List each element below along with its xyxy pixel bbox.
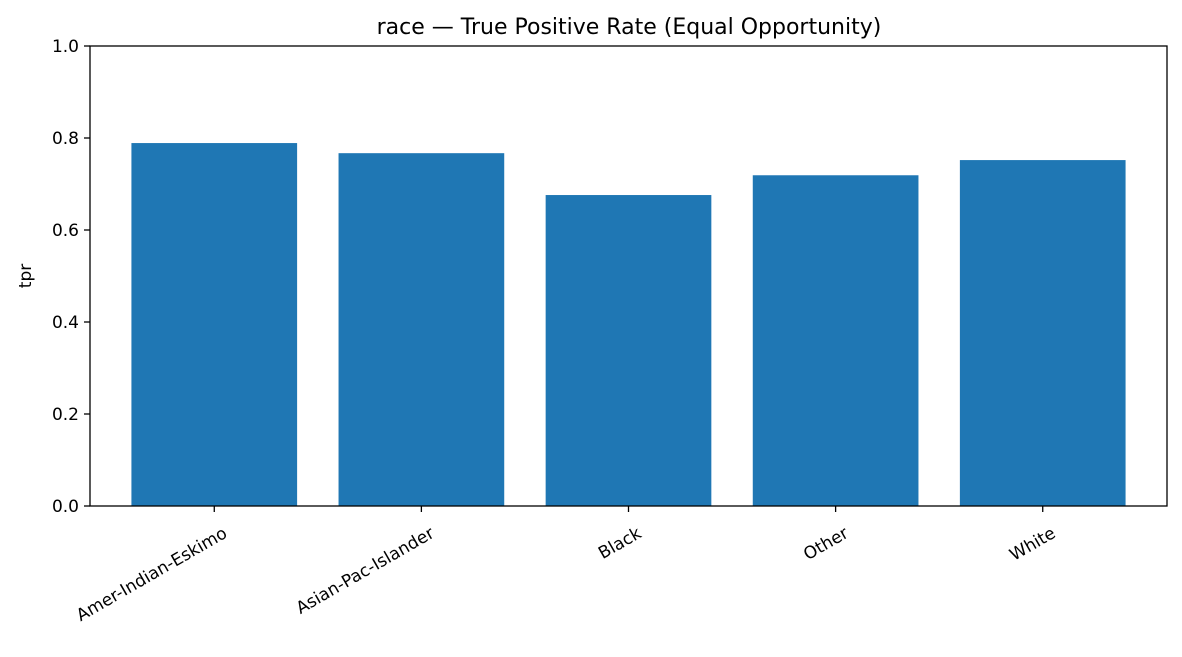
y-tick-label: 0.6 <box>52 221 79 241</box>
y-tick-label: 0.8 <box>52 129 79 149</box>
x-tick-label: Black <box>595 523 645 563</box>
y-tick-label: 0.2 <box>52 405 79 425</box>
bar-black <box>545 195 712 507</box>
x-tick-label: Other <box>800 523 852 564</box>
y-axis-ticks: 0.0 0.2 0.4 0.6 0.8 1.0 <box>52 37 90 517</box>
bar-other <box>752 175 919 506</box>
bar-amer-indian-eskimo <box>131 143 298 506</box>
bar-white <box>959 160 1126 506</box>
bars <box>131 143 1126 507</box>
x-axis-ticks: Amer-Indian-Eskimo Asian-Pac-Islander Blac… <box>73 506 1059 626</box>
plot-area-frame <box>89 45 1168 507</box>
x-tick-label: Asian-Pac-Islander <box>293 523 438 618</box>
y-tick-label: 0.4 <box>52 313 79 333</box>
y-tick-label: 0.0 <box>52 497 79 517</box>
y-axis-label: tpr <box>16 264 36 288</box>
bar-asian-pac-islander <box>338 153 505 506</box>
x-tick-label: Amer-Indian-Eskimo <box>73 523 231 626</box>
chart-title: race — True Positive Rate (Equal Opportu… <box>377 15 882 40</box>
y-tick-label: 1.0 <box>52 37 79 57</box>
x-tick-label: White <box>1006 523 1059 565</box>
